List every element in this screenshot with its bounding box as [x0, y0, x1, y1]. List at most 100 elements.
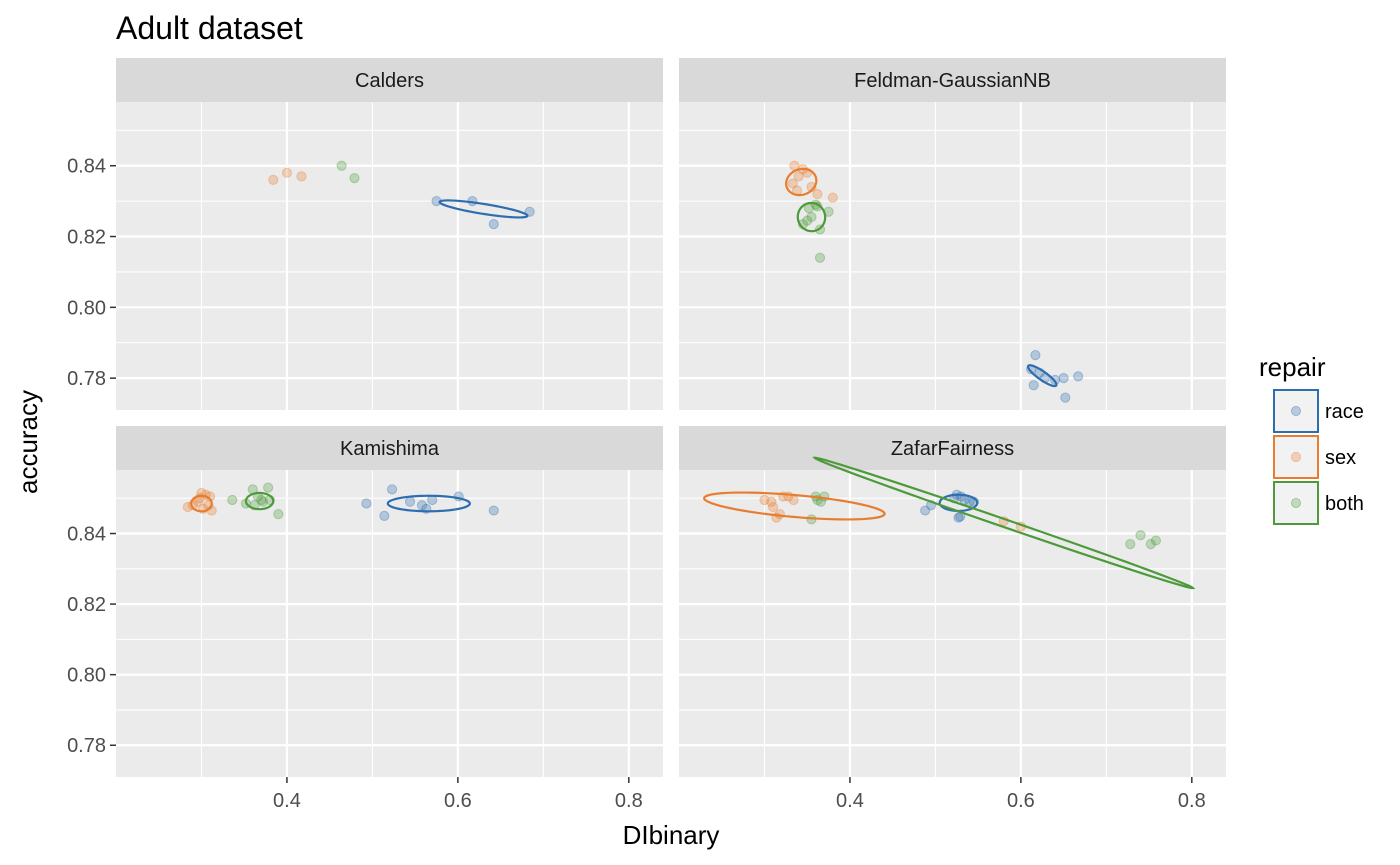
- ellipse-sex: [785, 167, 818, 197]
- legend-key-both: [1273, 481, 1319, 525]
- point-race: [488, 505, 499, 516]
- point-race: [1060, 392, 1071, 403]
- data-points: [787, 160, 1084, 403]
- ellipse-race: [1026, 364, 1058, 388]
- point-sex: [766, 496, 777, 507]
- point-both: [336, 160, 347, 171]
- facet-strip-label: Calders: [355, 70, 424, 92]
- point-both: [814, 252, 826, 263]
- point-sex: [759, 494, 770, 506]
- facet-strip: [679, 58, 1226, 102]
- point-both: [802, 215, 813, 226]
- point-race: [488, 219, 499, 230]
- point-race: [1058, 373, 1069, 384]
- x-tick-label: 0.4: [836, 790, 864, 812]
- legend-marker: [1290, 405, 1302, 417]
- x-tick-label: 0.6: [1007, 790, 1035, 812]
- y-tick-label: 0.80: [67, 297, 106, 319]
- point-race: [953, 512, 964, 523]
- point-race: [386, 484, 398, 495]
- point-both: [1125, 539, 1136, 550]
- panel-kamishima: Kamishima: [116, 426, 663, 777]
- gridlines: [116, 102, 663, 410]
- legend: repair race sex both: [1259, 352, 1364, 525]
- y-axis-label: accuracy: [13, 390, 43, 494]
- panel-background: [116, 102, 663, 410]
- point-both: [349, 173, 360, 184]
- point-sex: [268, 174, 279, 185]
- y-tick-label: 0.80: [67, 665, 106, 687]
- point-race: [361, 498, 372, 509]
- y-axis: 0.78 0.80 0.82 0.84 0.78 0.80 0.82 0.84: [67, 156, 116, 757]
- point-sex: [296, 171, 307, 182]
- y-tick-label: 0.82: [67, 227, 106, 249]
- panel-calders: Calders: [116, 58, 663, 410]
- point-both: [806, 211, 817, 223]
- point-race: [379, 510, 390, 521]
- facet-strip: [116, 426, 663, 470]
- ellipse-sex: [190, 494, 213, 513]
- facet-strip-label: ZafarFairness: [891, 438, 1014, 460]
- panel-zafarfairness: ZafarFairness: [679, 426, 1226, 777]
- point-both: [1145, 539, 1156, 550]
- y-tick-label: 0.78: [67, 735, 106, 757]
- point-race: [404, 496, 416, 507]
- facet-strip-label: Feldman-GaussianNB: [854, 70, 1051, 92]
- legend-marker: [1290, 497, 1302, 509]
- x-axis-label: DIbinary: [623, 820, 720, 850]
- point-sex: [767, 501, 779, 513]
- panel-feldman-gaussiannb: Feldman-GaussianNB: [679, 58, 1226, 410]
- legend-marker: [1290, 451, 1302, 463]
- chart-title: Adult dataset: [116, 10, 303, 46]
- ellipse-race: [386, 494, 471, 513]
- point-both: [273, 509, 284, 520]
- y-tick-label: 0.78: [67, 368, 106, 390]
- point-both: [1150, 535, 1162, 546]
- legend-title: repair: [1259, 352, 1326, 382]
- gridlines: [679, 102, 1226, 410]
- gridlines: [679, 470, 1226, 777]
- point-race: [1073, 371, 1084, 382]
- x-tick-label: 0.4: [273, 790, 301, 812]
- data-points: [268, 160, 535, 230]
- ellipse-race: [438, 199, 529, 219]
- legend-key-sex: [1273, 435, 1319, 479]
- point-both: [257, 496, 269, 507]
- x-axis: 0.4 0.6 0.8 0.4 0.6 0.8: [273, 777, 1206, 812]
- facet-strip: [679, 426, 1226, 470]
- ellipse-both: [244, 491, 275, 511]
- point-both: [227, 494, 238, 506]
- panel-background: [116, 470, 663, 777]
- ellipse-race: [938, 493, 979, 513]
- point-race: [1028, 380, 1039, 391]
- point-race: [416, 500, 428, 511]
- point-sex: [787, 178, 798, 189]
- ellipse-sex: [702, 491, 886, 521]
- facet-panels: Calders Feldman-GaussianNB Kamishima ZafarF…: [116, 58, 1226, 777]
- legend-label: sex: [1325, 447, 1356, 469]
- gridlines: [116, 470, 663, 777]
- legend-key-race: [1273, 389, 1319, 433]
- x-tick-label: 0.8: [615, 790, 643, 812]
- point-both: [1135, 530, 1146, 541]
- legend-label: both: [1325, 493, 1364, 515]
- point-sex: [281, 167, 293, 178]
- x-tick-label: 0.6: [444, 790, 472, 812]
- y-tick-label: 0.84: [67, 524, 106, 546]
- facet-strip: [116, 58, 663, 102]
- legend-label: race: [1325, 401, 1364, 423]
- panel-background: [679, 102, 1226, 410]
- point-sex: [774, 509, 785, 520]
- point-sex: [793, 171, 804, 182]
- point-both: [256, 494, 267, 506]
- y-tick-label: 0.84: [67, 156, 106, 178]
- ellipse-both: [812, 456, 1196, 590]
- panel-background: [679, 470, 1226, 777]
- y-tick-label: 0.82: [67, 594, 106, 616]
- facet-strip-label: Kamishima: [340, 438, 440, 460]
- x-tick-label: 0.8: [1178, 790, 1206, 812]
- point-race: [920, 505, 931, 516]
- point-race: [1030, 350, 1041, 361]
- point-both: [263, 482, 274, 493]
